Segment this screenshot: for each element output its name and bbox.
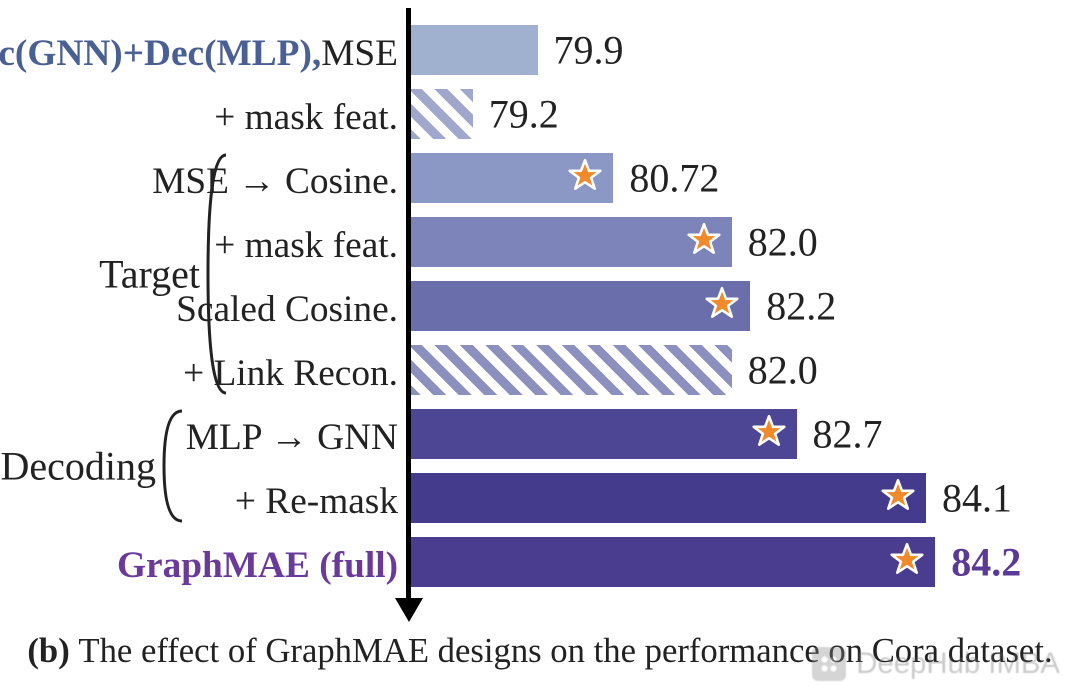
watermark: DeepHub IMBA bbox=[812, 647, 1060, 681]
bar bbox=[408, 281, 750, 331]
bar-value: 79.9 bbox=[554, 27, 624, 74]
bar bbox=[408, 345, 732, 395]
bar bbox=[408, 409, 797, 459]
bar-label: MLP → GNN bbox=[186, 416, 398, 459]
bar-label-part: + mask feat. bbox=[214, 96, 398, 139]
bar-row: + mask feat. 79.2 bbox=[0, 82, 1080, 146]
bar bbox=[408, 153, 613, 203]
bar bbox=[408, 89, 473, 139]
bar bbox=[408, 25, 538, 75]
bar-row: GraphMAE (full) 84.2 bbox=[0, 530, 1080, 594]
bar-label: GraphMAE (full) bbox=[117, 544, 398, 587]
bar-value: 82.0 bbox=[748, 219, 818, 266]
bar-row: + Link Recon. 82.0 bbox=[0, 338, 1080, 402]
bar-label: + mask feat. bbox=[214, 96, 398, 139]
bar-value: 79.2 bbox=[489, 91, 559, 138]
bar-row: MLP → GNN 82.7 bbox=[0, 402, 1080, 466]
bar-label-part: + mask feat. bbox=[214, 224, 398, 267]
bar-label-part: MSE → Cosine. bbox=[152, 160, 398, 203]
bar-label: Scaled Cosine. bbox=[176, 288, 398, 331]
group-label: Decoding bbox=[0, 443, 156, 490]
bar-row: MSE → Cosine. 80.72 bbox=[0, 146, 1080, 210]
bar-label-part: MLP → GNN bbox=[186, 416, 398, 459]
bar-label-part: + Re-mask bbox=[235, 480, 398, 523]
bar-value: 82.7 bbox=[813, 411, 883, 458]
bar-label-part: Enc(GNN)+Dec(MLP), bbox=[0, 32, 321, 75]
bar-label-part: GraphMAE (full) bbox=[117, 544, 398, 587]
bar-label-part: + Link Recon. bbox=[183, 352, 398, 395]
bar-label: + mask feat. bbox=[214, 224, 398, 267]
y-axis bbox=[406, 8, 411, 600]
ablation-bar-chart: Enc(GNN)+Dec(MLP), MSE 79.9 + mask feat. 79… bbox=[0, 0, 1080, 630]
caption-part: (b) bbox=[27, 632, 78, 670]
bar-label: MSE → Cosine. bbox=[152, 160, 398, 203]
bar-label-part: Scaled Cosine. bbox=[176, 288, 398, 331]
watermark-text: DeepHub IMBA bbox=[856, 647, 1060, 681]
group-label: Target bbox=[99, 251, 200, 298]
bar-label: + Re-mask bbox=[235, 480, 398, 523]
axis-arrow-icon bbox=[395, 598, 423, 622]
bar-value: 82.0 bbox=[748, 347, 818, 394]
bar bbox=[408, 217, 732, 267]
bar-label: Enc(GNN)+Dec(MLP), MSE bbox=[0, 32, 398, 75]
bar-value: 80.72 bbox=[629, 155, 719, 202]
bar-value: 84.1 bbox=[942, 475, 1012, 522]
bar-label: + Link Recon. bbox=[183, 352, 398, 395]
bar-value: 84.2 bbox=[951, 539, 1021, 586]
watermark-logo-icon bbox=[812, 647, 846, 681]
bar bbox=[408, 537, 935, 587]
bar-row: + Re-mask 84.1 bbox=[0, 466, 1080, 530]
bar bbox=[408, 473, 926, 523]
bar-row: Enc(GNN)+Dec(MLP), MSE 79.9 bbox=[0, 18, 1080, 82]
bar-label-part: MSE bbox=[321, 32, 398, 75]
bar-value: 82.2 bbox=[766, 283, 836, 330]
